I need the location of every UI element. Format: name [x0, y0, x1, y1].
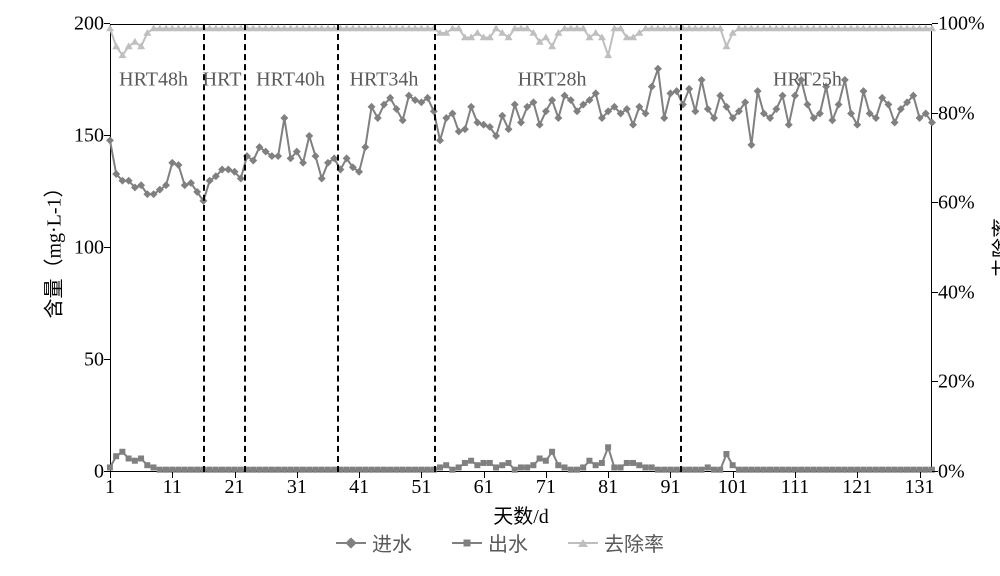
y2-tick-label: 60%	[938, 192, 975, 215]
y2-tick-label: 0%	[938, 461, 965, 484]
phase-label: HRT48h	[119, 69, 188, 92]
y1-tick	[104, 359, 110, 360]
x-tick	[733, 472, 734, 478]
y1-tick-label: 100	[74, 237, 104, 260]
chart: 含量（mg·L-1） 去除率 天数/d 0 50 100 150 200 0% 20% 40%…	[0, 0, 1000, 576]
plot-area: 含量（mg·L-1） 去除率 天数/d 0501001502000%20%40%…	[110, 24, 932, 472]
x-tick-label: 21	[225, 476, 245, 499]
y1-tick-label: 0	[94, 461, 104, 484]
legend-item: 去除率	[568, 528, 664, 557]
x-tick-label: 71	[536, 476, 556, 499]
x-tick	[297, 472, 298, 478]
phase-divider	[680, 24, 682, 472]
x-tick-label: 121	[842, 476, 872, 499]
legend-label: 去除率	[604, 528, 664, 557]
x-tick	[795, 472, 796, 478]
legend-label: 进水	[372, 528, 412, 557]
x-tick-label: 131	[905, 476, 935, 499]
y2-tick	[932, 381, 938, 382]
phase-divider	[337, 24, 339, 472]
x-axis-title: 天数/d	[493, 500, 549, 529]
y1-tick-label: 150	[74, 125, 104, 148]
x-tick-label: 81	[598, 476, 618, 499]
legend-label: 出水	[488, 528, 528, 557]
x-tick	[920, 472, 921, 478]
y2-tick-label: 80%	[938, 102, 975, 125]
y2-tick	[932, 23, 938, 24]
x-tick	[235, 472, 236, 478]
y1-tick-label: 50	[84, 349, 104, 372]
x-tick-label: 51	[411, 476, 431, 499]
legend-marker-icon	[345, 537, 356, 548]
y1-tick	[104, 247, 110, 248]
phase-label: HRT28h	[518, 69, 587, 92]
legend: 进水 出水 去除率	[336, 528, 664, 557]
x-tick	[608, 472, 609, 478]
x-tick	[172, 472, 173, 478]
y1-axis-title: 含量（mg·L-1）	[38, 177, 67, 318]
y2-tick-label: 100%	[938, 13, 985, 36]
legend-item: 进水	[336, 528, 412, 557]
y2-tick-label: 20%	[938, 371, 975, 394]
legend-line	[452, 542, 482, 544]
x-tick	[110, 472, 111, 478]
y1-tick-label: 200	[74, 13, 104, 36]
legend-line	[336, 542, 366, 544]
x-tick	[857, 472, 858, 478]
y2-axis-title: 去除率	[986, 218, 1000, 278]
x-tick	[359, 472, 360, 478]
x-tick-label: 1	[105, 476, 115, 499]
y1-tick	[104, 23, 110, 24]
x-tick-label: 101	[718, 476, 748, 499]
x-tick-label: 11	[163, 476, 182, 499]
x-tick	[421, 472, 422, 478]
y2-tick-label: 40%	[938, 281, 975, 304]
phase-label: HRT34h	[350, 69, 419, 92]
legend-item: 出水	[452, 528, 528, 557]
x-tick-label: 41	[349, 476, 369, 499]
y2-tick	[932, 202, 938, 203]
legend-line	[568, 542, 598, 544]
phase-label: HRT	[203, 69, 242, 92]
x-tick-label: 61	[474, 476, 494, 499]
y1-tick	[104, 135, 110, 136]
phase-divider	[434, 24, 436, 472]
phase-label: HRT25h	[773, 69, 842, 92]
legend-marker-icon	[578, 539, 588, 547]
x-tick-label: 111	[781, 476, 810, 499]
phase-label: HRT40h	[256, 69, 325, 92]
y2-tick	[932, 471, 938, 472]
x-tick	[546, 472, 547, 478]
x-tick	[484, 472, 485, 478]
x-tick-label: 31	[287, 476, 307, 499]
y2-tick	[932, 292, 938, 293]
legend-marker-icon	[464, 539, 471, 546]
x-tick	[670, 472, 671, 478]
y2-tick	[932, 113, 938, 114]
phase-divider	[244, 24, 246, 472]
x-tick-label: 91	[660, 476, 680, 499]
